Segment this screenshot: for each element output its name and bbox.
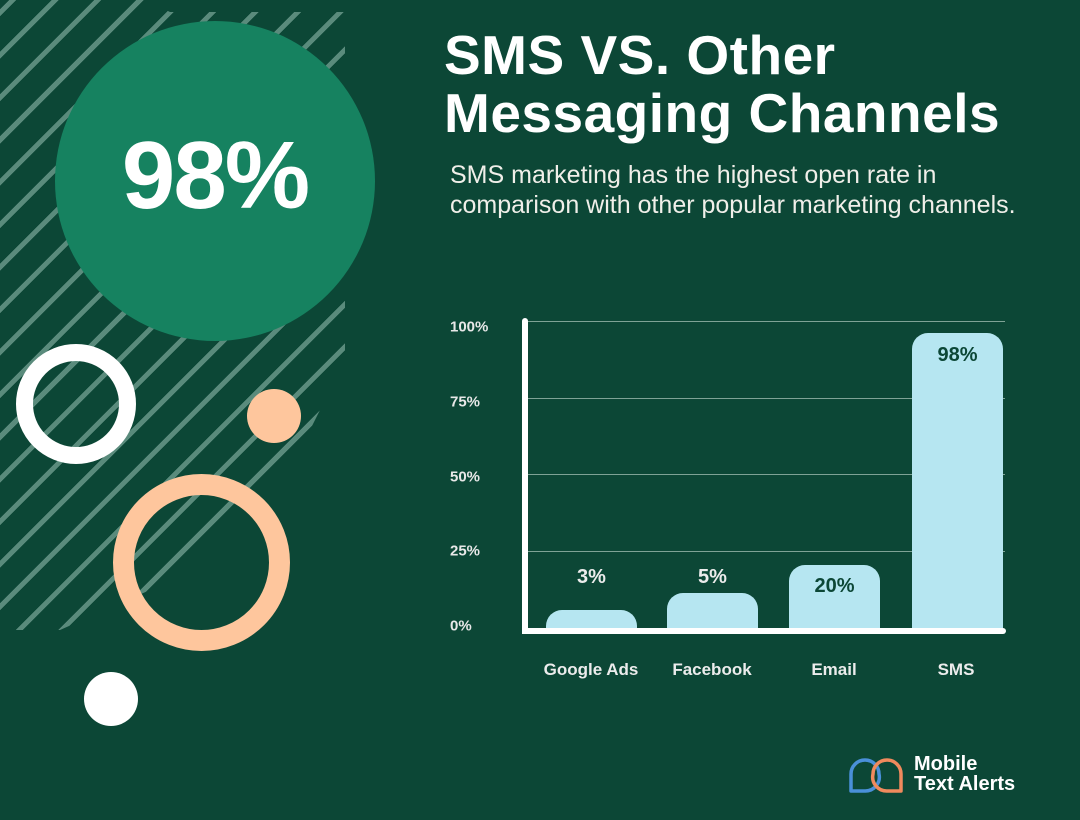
y-tick-100: 100% [450, 318, 489, 336]
bar-facebook [667, 593, 758, 628]
decorative-white-dot [84, 672, 138, 726]
overlapping-speech-bubbles-icon [849, 758, 903, 793]
brand-name: Mobile Text Alerts [914, 754, 1015, 794]
brand-logo: Mobile Text Alerts [848, 754, 1015, 794]
title-line-1: SMS VS. Other [444, 24, 836, 86]
bar-value-google-ads: 3% [577, 566, 606, 588]
y-tick-75: 75% [450, 393, 481, 411]
bar-google-ads [546, 610, 637, 628]
brand-name-line-2: Text Alerts [914, 773, 1016, 795]
gridline-75 [528, 398, 1005, 399]
bar-value-email: 20% [814, 575, 855, 597]
bar-sms [912, 333, 1003, 628]
y-tick-50: 50% [450, 468, 481, 486]
brand-name-line-1: Mobile [914, 753, 978, 775]
gridline-25 [528, 551, 1005, 552]
y-tick-0: 0% [450, 617, 472, 635]
x-label-google-ads: Google Ads [543, 660, 639, 679]
bar-value-facebook: 5% [698, 566, 727, 588]
x-label-email: Email [811, 660, 857, 679]
subtitle: SMS marketing has the highest open rate … [450, 161, 1016, 219]
bar-email [789, 565, 880, 628]
y-axis [522, 318, 528, 634]
y-tick-25: 25% [450, 542, 481, 560]
x-label-facebook: Facebook [672, 660, 752, 679]
x-axis [522, 628, 1006, 634]
title-line-2: Messaging Channels [444, 82, 1001, 144]
bar-value-sms: 98% [937, 344, 978, 366]
headline-stat: 98% [121, 122, 310, 229]
x-label-sms: SMS [937, 660, 975, 679]
page-title: SMS VS. Other Messaging Channels [444, 26, 1000, 142]
headline-stat-circle: 98% [55, 21, 375, 341]
decorative-peach-dot [247, 389, 301, 443]
gridline-100 [528, 321, 1005, 322]
gridline-50 [528, 474, 1005, 475]
